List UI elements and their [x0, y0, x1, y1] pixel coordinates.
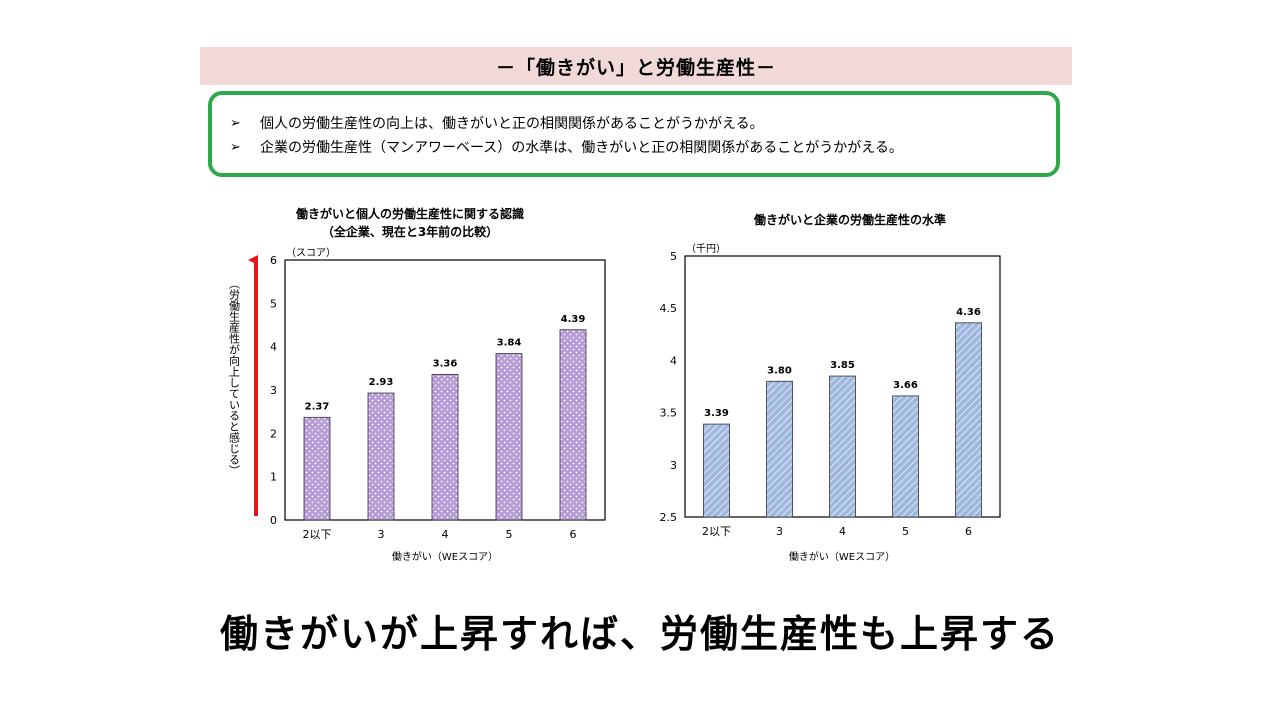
y-axis-label: （労働生産性が向上していると感じる）: [228, 278, 241, 476]
y-tick-label: 2: [270, 427, 277, 440]
x-axis-label: 働きがい（WEスコア）: [392, 550, 498, 563]
y-tick-label: 1: [270, 471, 277, 484]
x-tick-label: 4: [839, 525, 846, 538]
bar-4: [495, 353, 523, 521]
data-label: 3.36: [433, 358, 458, 369]
slide-title-bar: －「働きがい」と労働生産性－: [200, 47, 1072, 85]
x-tick-label: 2以下: [303, 528, 332, 541]
data-label: 3.85: [830, 360, 855, 371]
summary-point-2: ➢ 企業の労働生産性（マンアワーベース）の水準は、働きがいと正の相関関係があるこ…: [230, 135, 1056, 159]
y-tick-label: 4.5: [660, 302, 678, 315]
data-label: 4.36: [956, 307, 981, 318]
slide-title: －「働きがい」と労働生産性－: [495, 56, 776, 79]
chart-subtitle: （全企業、現在と3年前の比較）: [322, 224, 498, 239]
data-label: 3.39: [704, 408, 729, 419]
unit-label: （スコア）: [286, 247, 336, 259]
arrow-bullet-icon: ➢: [230, 115, 241, 131]
x-tick-label: 6: [570, 528, 577, 541]
conclusion-text: 働きがいが上昇すれば、労働生産性も上昇する: [219, 612, 1060, 656]
summary-point-text: 個人の労働生産性の向上は、働きがいと正の相関関係があることがうかがえる。: [260, 116, 764, 132]
chart-individual-productivity: 働きがいと個人の労働生産性に関する認識 （全企業、現在と3年前の比較） （スコア…: [228, 206, 606, 563]
bar-1: [303, 416, 331, 521]
bar-4: [892, 395, 919, 518]
bar-3: [431, 373, 459, 521]
y-tick-label: 6: [270, 254, 277, 267]
x-tick-label: 5: [902, 525, 909, 538]
x-tick-label: 3: [378, 528, 385, 541]
x-axis-label: 働きがい（WEスコア）: [789, 550, 895, 563]
y-tick-label: 3.5: [660, 407, 678, 420]
data-label: 3.66: [893, 380, 918, 391]
bar-2: [766, 380, 793, 518]
y-tick-label: 0: [270, 514, 277, 527]
y-tick-label: 5: [670, 250, 677, 263]
chart-company-productivity: 働きがいと企業の労働生産性の水準 （千円） 2.5 3 3.5 4 4.5 5 3.39 3…: [660, 212, 1001, 563]
chart-title: 働きがいと個人の労働生産性に関する認識: [295, 206, 524, 221]
summary-point-text: 企業の労働生産性（マンアワーベース）の水準は、働きがいと正の相関関係があることが…: [260, 140, 903, 156]
y-tick-label: 3: [670, 459, 677, 472]
x-tick-label: 3: [776, 525, 783, 538]
x-tick-label: 2以下: [702, 525, 731, 538]
y-tick-label: 2.5: [660, 511, 678, 524]
data-label: 3.80: [767, 365, 792, 376]
y-tick-label: 4: [670, 354, 677, 367]
data-label: 2.37: [305, 401, 330, 412]
y-tick-label: 3: [270, 384, 277, 397]
x-tick-label: 5: [506, 528, 513, 541]
arrow-bullet-icon: ➢: [230, 139, 241, 155]
data-label: 2.93: [369, 377, 394, 388]
bar-3: [829, 375, 856, 518]
y-tick-label: 5: [270, 297, 277, 310]
data-label: 4.39: [561, 314, 586, 325]
bar-1: [703, 423, 730, 518]
data-label: 3.84: [497, 338, 522, 349]
bar-5: [955, 322, 982, 518]
bar-2: [367, 392, 395, 521]
y-tick-label: 4: [270, 341, 277, 354]
x-tick-label: 4: [442, 528, 449, 541]
summary-box: ➢ 個人の労働生産性の向上は、働きがいと正の相関関係があることがうかがえる。 ➢…: [208, 91, 1060, 177]
bar-5: [559, 329, 587, 521]
summary-point-1: ➢ 個人の労働生産性の向上は、働きがいと正の相関関係があることがうかがえる。: [230, 111, 1056, 135]
chart-title: 働きがいと企業の労働生産性の水準: [753, 212, 946, 227]
x-tick-label: 6: [965, 525, 972, 538]
unit-label: （千円）: [686, 243, 726, 255]
